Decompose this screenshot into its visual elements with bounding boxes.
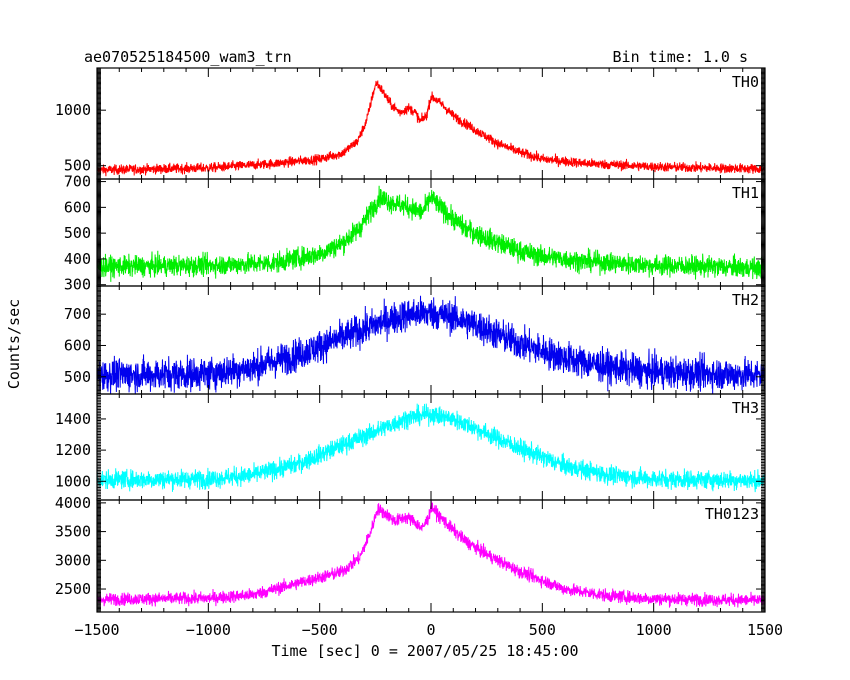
panel-frame-th0123 [96,499,766,613]
y-tick-label: 500 [64,368,91,386]
y-tick-label: 4000 [55,494,91,512]
x-tick-label: 0 [426,621,435,639]
panel-th2: TH2 500 600 700 [64,285,766,395]
y-tick-label: 700 [64,305,91,323]
plot-title-right: Bin time: 1.0 s [613,48,748,66]
panel-label-th2: TH2 [732,291,759,309]
panel-th0: TH0 500 1000 [55,67,766,180]
x-tick-label: 500 [529,621,556,639]
y-tick-label: 600 [64,336,91,354]
y-tick-label: 700 [64,173,91,191]
series-line-th0123 [97,500,765,608]
panel-label-th0123: TH0123 [705,505,759,523]
series-line-th3 [97,403,765,493]
panel-label-th0: TH0 [732,73,759,91]
y-tick-label: 1000 [55,101,91,119]
panel-label-th3: TH3 [732,399,759,417]
y-tick-label: 3000 [55,551,91,569]
y-tick-label: 2500 [55,580,91,598]
y-tick-label: 1200 [55,441,91,459]
y-tick-label: 400 [64,250,91,268]
plot-title-left: ae070525184500_wam3_trn [84,48,292,66]
y-tick-label: 3500 [55,523,91,541]
y-tick-label: 500 [64,157,91,175]
x-tick-label: 1000 [636,621,672,639]
x-tick-label: 1500 [747,621,783,639]
series-line-th0 [97,80,765,177]
series-line-th1 [97,185,765,282]
panel-frame-th0 [96,67,766,180]
series-line-th2 [97,295,765,394]
panel-th3: TH3 1000 1200 1400 [55,393,766,501]
x-tick-label: −1000 [186,621,231,639]
x-axis-label: Time [sec] 0 = 2007/05/25 18:45:00 [271,642,578,660]
y-tick-label: 600 [64,198,91,216]
y-axis-label: Counts/sec [5,299,23,389]
panel-label-th1: TH1 [732,184,759,202]
y-tick-label: 1400 [55,410,91,428]
y-tick-label: 1000 [55,472,91,490]
x-axis: −1500 −1000 −500 0 500 1000 1500 [74,621,783,639]
y-tick-label: 500 [64,224,91,242]
panels-group: TH0 500 1000 TH1 300 400 500 600 700 TH2 500 600 700… [55,67,766,613]
panel-th1: TH1 300 400 500 600 700 [64,173,766,294]
panel-th0123: TH0123 2500 3000 3500 4000 [55,494,766,613]
x-tick-label: −500 [302,621,338,639]
y-tick-label: 300 [64,276,91,294]
x-tick-label: −1500 [74,621,119,639]
